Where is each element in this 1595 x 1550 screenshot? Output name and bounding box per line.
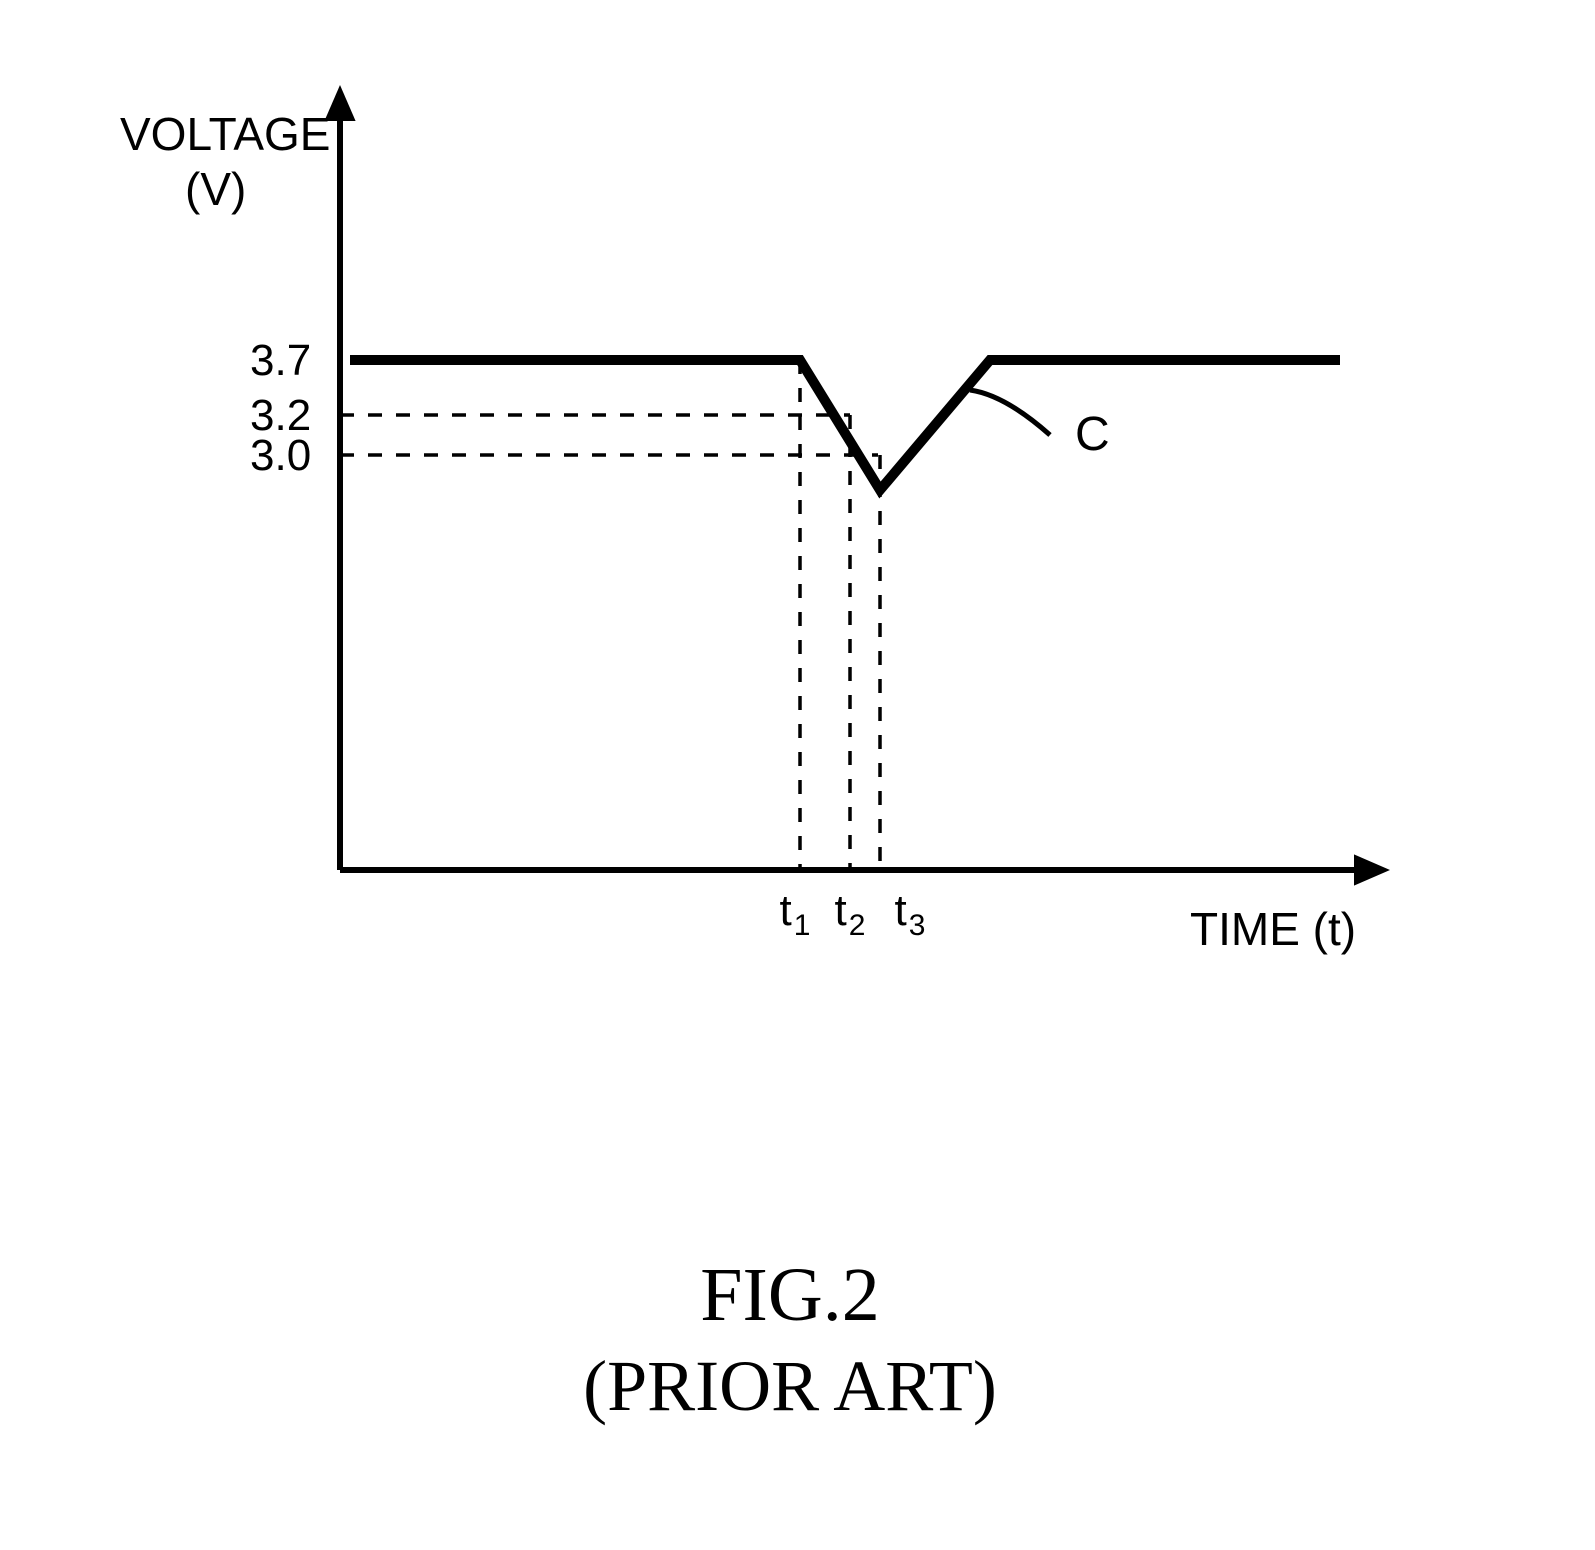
y-tick-label: 3.0 (250, 431, 311, 480)
figure-svg: VOLTAGE(V)TIME (t)3.73.23.0t1t2t3CFIG.2(… (0, 0, 1595, 1550)
y-axis-label-line2: (V) (185, 163, 246, 215)
y-axis-label-line1: VOLTAGE (120, 108, 330, 160)
x-axis-label: TIME (t) (1190, 903, 1356, 955)
caption-line1: FIG.2 (700, 1253, 879, 1337)
curve-label: C (1075, 408, 1110, 461)
y-tick-label: 3.7 (250, 336, 311, 385)
caption-line2: (PRIOR ART) (583, 1346, 997, 1426)
